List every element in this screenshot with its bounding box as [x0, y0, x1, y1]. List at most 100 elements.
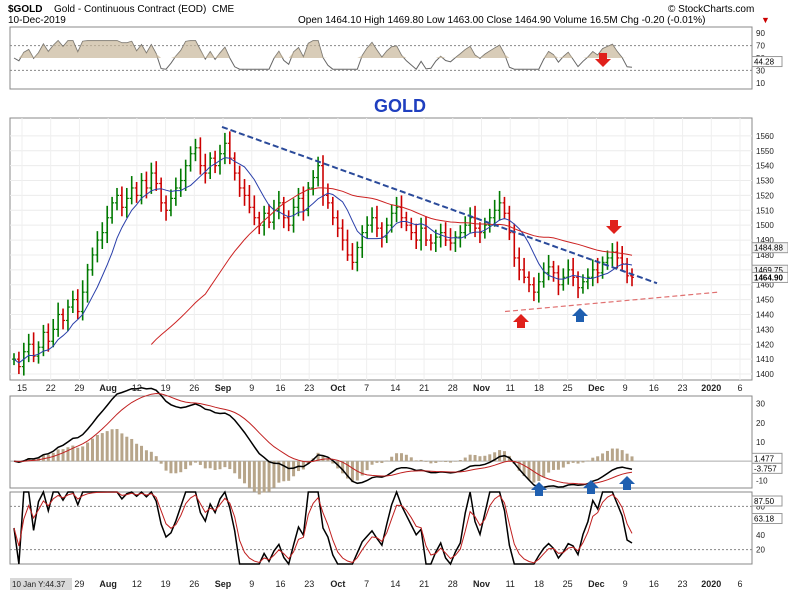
x-tick-label: 9 — [249, 383, 254, 393]
macd-histogram-bar — [262, 461, 266, 493]
x-tick-label-bottom: Sep — [215, 579, 232, 589]
macd-histogram-bar — [605, 450, 609, 462]
macd-histogram-bar — [610, 448, 614, 462]
macd-histogram-bar — [395, 453, 399, 462]
rsi-value-label: 44.28 — [754, 58, 775, 67]
rsi-fill — [14, 40, 632, 58]
x-tick-label-bottom: 26 — [189, 579, 199, 589]
macd-histogram-bar — [125, 436, 129, 462]
macd-histogram-bar — [424, 461, 428, 462]
x-tick-label: 7 — [364, 383, 369, 393]
x-tick-label-bottom: 6 — [737, 579, 742, 589]
price-tick-label: 1460 — [756, 281, 774, 290]
price-series — [12, 125, 719, 376]
macd-histogram-bar — [537, 461, 541, 482]
macd-histogram-bar — [61, 449, 65, 462]
macd-histogram-bar — [566, 461, 570, 465]
stoch-d-line — [13, 491, 633, 564]
header-source: © StockCharts.com — [668, 4, 754, 15]
macd-histogram-bar — [468, 454, 472, 462]
macd-histogram-bar — [90, 438, 94, 462]
macd-histogram-bar — [380, 461, 384, 464]
macd-value-label: -3.757 — [754, 464, 777, 473]
macd-histogram-bar — [601, 453, 605, 462]
x-tick-label: 16 — [649, 383, 659, 393]
macd-series — [10, 387, 752, 495]
x-tick-label: Oct — [330, 383, 345, 393]
x-tick-label-bottom: 16 — [275, 579, 285, 589]
macd-histogram-bar — [414, 460, 418, 462]
x-tick-label-bottom: 12 — [132, 579, 142, 589]
x-tick-label-bottom: Aug — [99, 579, 117, 589]
macd-histogram-bar — [385, 460, 389, 462]
price-tick-label: 1450 — [756, 296, 774, 305]
macd-histogram-bar — [576, 461, 580, 464]
x-tick-label: 6 — [737, 383, 742, 393]
x-tick-label: 26 — [189, 383, 199, 393]
macd-histogram-bar — [449, 461, 453, 463]
macd-histogram-bar — [66, 447, 70, 462]
price-tick-label: 1420 — [756, 340, 774, 349]
cursor-label: 10 Jan Y:44.37 — [12, 580, 66, 589]
macd-histogram-bar — [306, 461, 310, 464]
x-tick-label-bottom: 7 — [364, 579, 369, 589]
macd-tick-label: 20 — [756, 419, 765, 428]
x-tick-label: 28 — [448, 383, 458, 393]
macd-histogram-bar — [169, 461, 173, 474]
macd-histogram-bar — [149, 451, 153, 462]
x-tick-label-bottom: 9 — [623, 579, 628, 589]
up-arrow-icon — [572, 308, 588, 322]
x-tick-label: 14 — [390, 383, 400, 393]
macd-histogram-bar — [346, 461, 350, 479]
macd-histogram-bar — [267, 461, 271, 492]
price-tag-box — [751, 271, 788, 283]
x-tick-label: 9 — [623, 383, 628, 393]
axis-labels: 1560155015401530152015101500149014801470… — [17, 29, 788, 589]
x-tick-label: Aug — [99, 383, 117, 393]
macd-histogram-bar — [370, 461, 374, 465]
macd-histogram-bar — [350, 461, 354, 483]
stoch-tick-label: 80 — [756, 502, 765, 511]
macd-histogram-bar — [184, 461, 188, 470]
price-tag-label: 1464.90 — [754, 273, 783, 282]
x-tick-label-bottom: 11 — [506, 579, 515, 589]
macd-histogram-bar — [287, 461, 291, 481]
x-tick-label: 16 — [275, 383, 285, 393]
x-tick-label-bottom: 23 — [678, 579, 688, 589]
macd-histogram-bar — [233, 461, 237, 474]
price-tick-label: 1550 — [756, 147, 774, 156]
chg-down-icon: ▼ — [761, 15, 770, 25]
macd-histogram-bar — [596, 456, 600, 462]
macd-histogram-bar — [154, 456, 158, 462]
macd-histogram-bar — [277, 461, 281, 483]
macd-histogram-bar — [419, 459, 423, 462]
macd-histogram-bar — [100, 433, 104, 462]
macd-histogram-bar — [488, 454, 492, 462]
macd-histogram-bar — [71, 445, 75, 462]
up-arrow-icon — [513, 314, 529, 328]
macd-histogram-bar — [189, 461, 193, 466]
macd-histogram-bar — [81, 446, 85, 462]
macd-histogram-bar — [360, 461, 364, 476]
macd-tick-label: 10 — [756, 438, 765, 447]
x-tick-label: 18 — [534, 383, 544, 393]
macd-tick-label: -10 — [756, 476, 768, 485]
macd-histogram-bar — [473, 454, 477, 462]
x-tick-label-bottom: 14 — [390, 579, 400, 589]
stoch-value-label: 87.50 — [754, 497, 775, 506]
macd-histogram-bar — [326, 458, 330, 462]
macd-histogram-bar — [179, 461, 183, 473]
macd-histogram-bar — [282, 461, 286, 482]
price-tick-label: 1530 — [756, 177, 774, 186]
downtrend-line — [221, 125, 658, 285]
x-tick-label-bottom: 23 — [304, 579, 314, 589]
macd-histogram-bar — [620, 450, 624, 462]
x-tick-label-bottom: 16 — [649, 579, 659, 589]
macd-histogram-bar — [218, 461, 222, 470]
macd-histogram-bar — [591, 457, 595, 462]
stoch-panel — [9, 491, 753, 565]
macd-histogram-bar — [228, 461, 232, 470]
x-tick-label: 2020 — [701, 383, 721, 393]
macd-value-label: 1.477 — [754, 454, 775, 463]
macd-histogram-bar — [316, 452, 320, 462]
